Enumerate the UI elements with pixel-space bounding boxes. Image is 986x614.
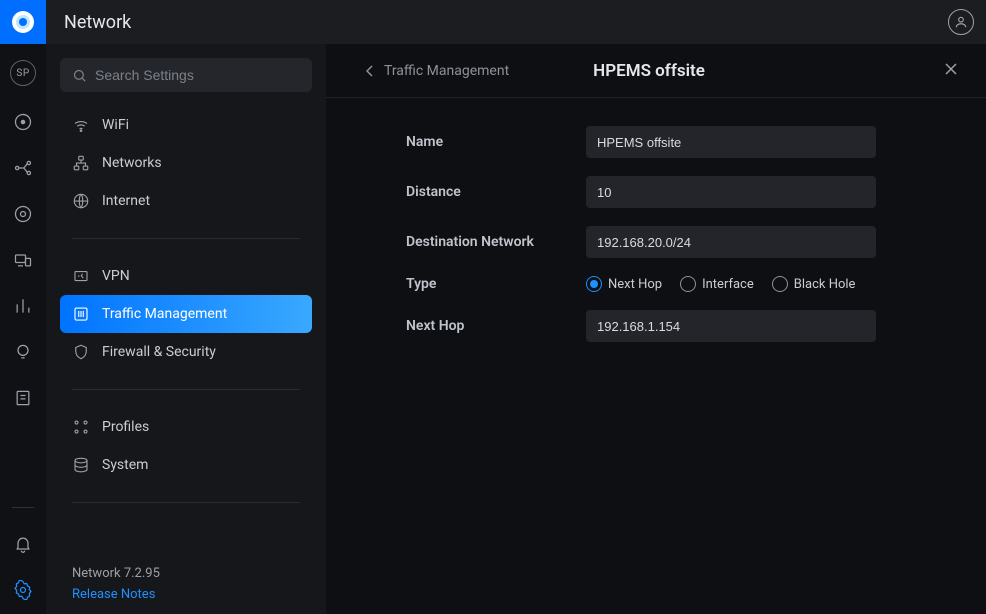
devices-icon [13, 250, 33, 270]
rail-item-settings[interactable] [13, 580, 33, 600]
rail-item-devices[interactable] [13, 250, 33, 270]
nav-divider [72, 238, 300, 239]
search-icon [72, 68, 87, 83]
search-input[interactable] [95, 67, 300, 83]
destination-input[interactable] [586, 226, 876, 258]
nav-divider [72, 389, 300, 390]
name-input[interactable] [586, 126, 876, 158]
brand-logo-icon [10, 9, 36, 35]
gear-icon [13, 580, 33, 600]
nav-divider [72, 502, 300, 503]
label-name: Name [366, 134, 586, 150]
rail-item-notifications[interactable] [13, 534, 33, 554]
version-label: Network 7.2.95 [72, 566, 300, 581]
sidebar-item-system[interactable]: System [60, 446, 312, 484]
sidebar-item-label: Traffic Management [102, 306, 227, 322]
close-icon [944, 62, 958, 76]
breadcrumb-label: Traffic Management [384, 63, 509, 79]
radio-dot-icon [680, 276, 696, 292]
radar-icon [13, 112, 33, 132]
globe-icon [72, 192, 90, 210]
topbar: Network [0, 0, 986, 44]
brand-logo[interactable] [0, 0, 46, 44]
type-radio-interface[interactable]: Interface [680, 276, 754, 292]
sidebar-item-label: WiFi [102, 117, 129, 133]
label-nexthop: Next Hop [366, 318, 586, 334]
detail-title: HPEMS offsite [593, 61, 705, 81]
sidebar-item-firewall[interactable]: Firewall & Security [60, 333, 312, 371]
target-icon [13, 204, 33, 224]
stats-icon [13, 296, 33, 316]
wifi-icon [72, 116, 90, 134]
sidebar-item-label: Internet [102, 193, 150, 209]
logs-icon [13, 388, 33, 408]
chevron-left-icon [366, 65, 374, 77]
sidebar-item-traffic[interactable]: Traffic Management [60, 295, 312, 333]
rail-item-stats[interactable] [13, 296, 33, 316]
rail-item-topology[interactable] [13, 158, 33, 178]
label-destination: Destination Network [366, 234, 586, 250]
nexthop-input[interactable] [586, 310, 876, 342]
rail-item-target[interactable] [13, 204, 33, 224]
radio-dot-icon [772, 276, 788, 292]
traffic-icon [72, 305, 90, 323]
sidebar-item-label: System [102, 457, 148, 473]
radio-label: Interface [702, 277, 754, 292]
breadcrumb-back[interactable]: Traffic Management [366, 63, 509, 79]
sidebar-item-label: Profiles [102, 419, 149, 435]
distance-input[interactable] [586, 176, 876, 208]
networks-icon [72, 154, 90, 172]
type-radio-blackhole[interactable]: Black Hole [772, 276, 856, 292]
search-box[interactable] [60, 58, 312, 92]
page-title: Network [64, 12, 948, 33]
main-panel: Traffic Management HPEMS offsite Name Di… [326, 44, 986, 614]
sidebar-item-label: VPN [102, 268, 130, 284]
account-button[interactable] [948, 9, 974, 35]
sidebar-item-vpn[interactable]: VPN [60, 257, 312, 295]
vpn-icon [72, 267, 90, 285]
lightbulb-icon [13, 342, 33, 362]
rail-divider [12, 507, 34, 508]
type-radio-group: Next Hop Interface Black Hole [586, 276, 855, 292]
route-form: Name Distance Destination Network Type [326, 98, 986, 360]
topology-icon [13, 158, 33, 178]
main-header: Traffic Management HPEMS offsite [326, 44, 986, 98]
left-rail: SP [0, 44, 46, 614]
sidebar-item-label: Firewall & Security [102, 344, 216, 360]
profiles-icon [72, 418, 90, 436]
bell-icon [13, 534, 33, 554]
radio-label: Black Hole [794, 277, 856, 292]
org-badge[interactable]: SP [10, 60, 36, 86]
rail-item-insights[interactable] [13, 342, 33, 362]
user-icon [954, 15, 968, 29]
radio-dot-icon [586, 276, 602, 292]
rail-item-radar[interactable] [13, 112, 33, 132]
type-radio-nexthop[interactable]: Next Hop [586, 276, 662, 292]
release-notes-link[interactable]: Release Notes [72, 587, 300, 602]
sidebar-item-wifi[interactable]: WiFi [60, 106, 312, 144]
label-distance: Distance [366, 184, 586, 200]
rail-item-logs[interactable] [13, 388, 33, 408]
system-icon [72, 456, 90, 474]
sidebar-item-label: Networks [102, 155, 162, 171]
sidebar-item-networks[interactable]: Networks [60, 144, 312, 182]
sidebar-item-internet[interactable]: Internet [60, 182, 312, 220]
settings-sidebar: WiFi Networks Internet [46, 44, 326, 614]
sidebar-item-profiles[interactable]: Profiles [60, 408, 312, 446]
shield-icon [72, 343, 90, 361]
radio-label: Next Hop [608, 277, 662, 292]
close-button[interactable] [938, 56, 964, 86]
label-type: Type [366, 276, 586, 292]
